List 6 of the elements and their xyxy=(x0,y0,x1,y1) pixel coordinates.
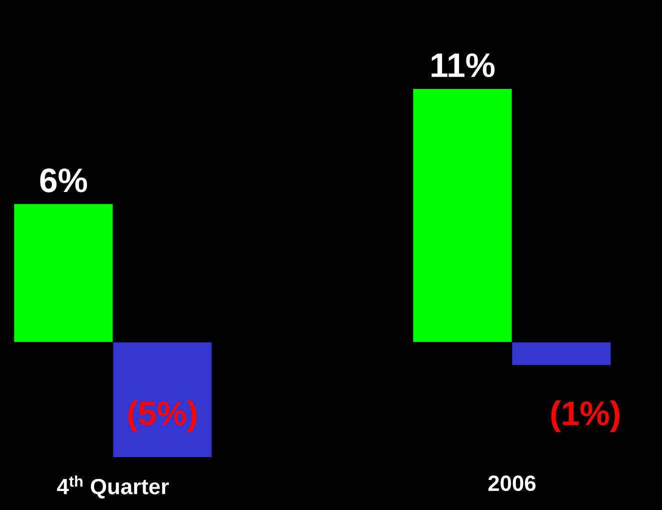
data-label: (1%) xyxy=(551,400,620,432)
data-label: 11% xyxy=(432,53,495,78)
data-label: (5%) xyxy=(128,400,196,432)
x-tick-label: 2006 xyxy=(488,476,536,492)
x-tick-label: 4$^{th}$ Quarter xyxy=(57,476,169,498)
data-label: 6% xyxy=(40,168,88,192)
